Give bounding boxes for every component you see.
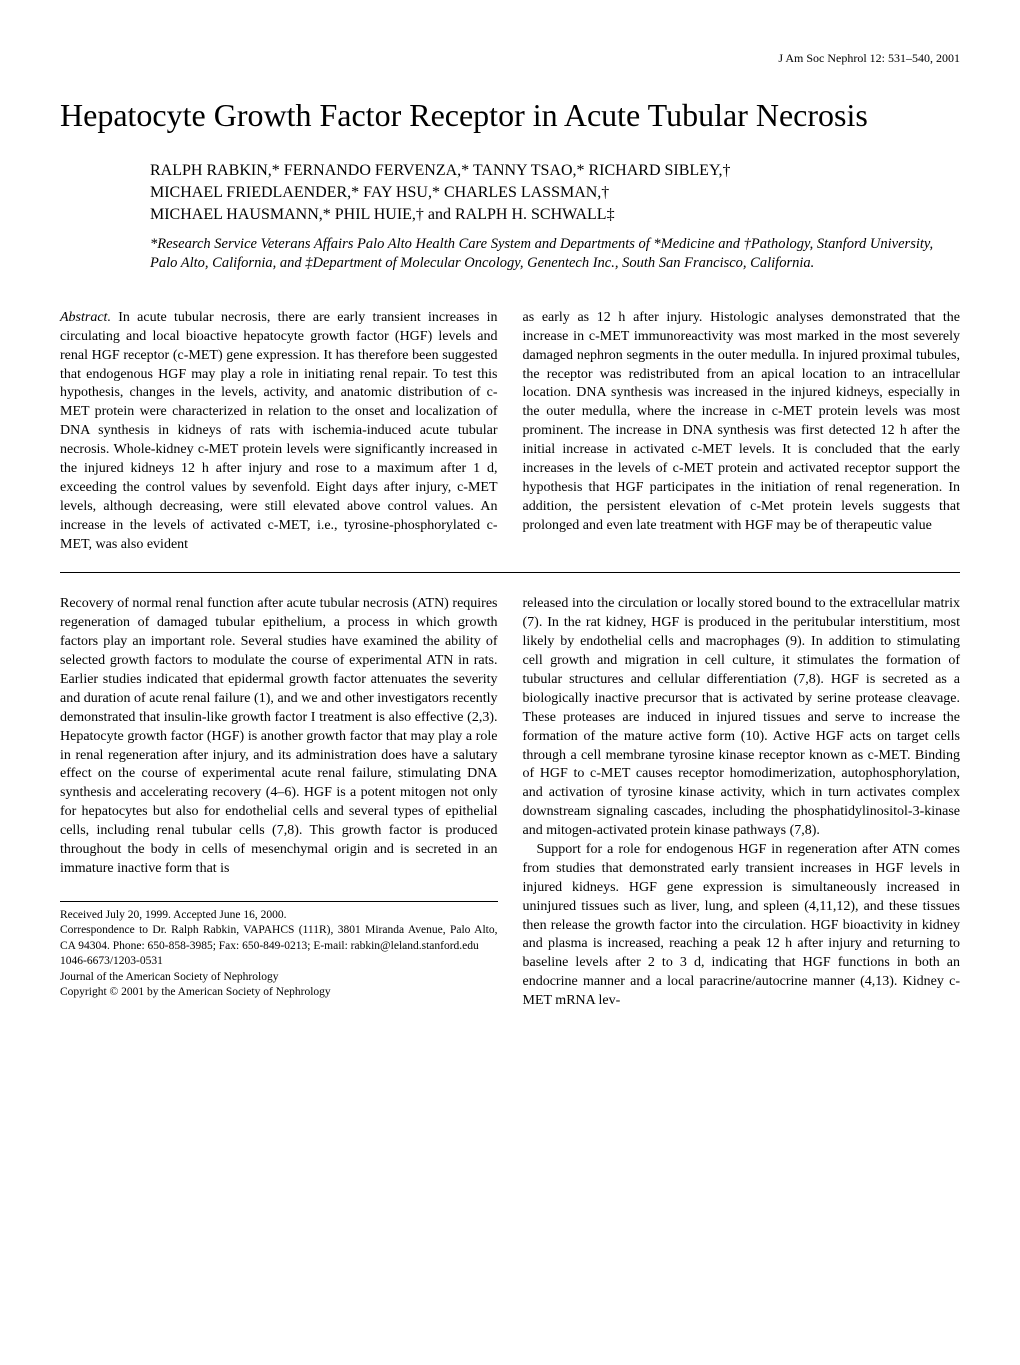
article-title: Hepatocyte Growth Factor Receptor in Acu… xyxy=(60,96,960,134)
body-left-paragraph: Recovery of normal renal function after … xyxy=(60,595,498,878)
affiliations: *Research Service Veterans Affairs Palo … xyxy=(150,235,960,274)
received-date: Received July 20, 1999. Accepted June 16… xyxy=(60,908,498,924)
authors-line-2: MICHAEL FRIEDLAENDER,* FAY HSU,* CHARLES… xyxy=(150,182,960,204)
body-right-paragraph-2: Support for a role for endogenous HGF in… xyxy=(523,841,961,1011)
abstract-section: Abstract. In acute tubular necrosis, the… xyxy=(60,309,960,574)
journal-citation: J Am Soc Nephrol 12: 531–540, 2001 xyxy=(60,50,960,66)
authors-block: RALPH RABKIN,* FERNANDO FERVENZA,* TANNY… xyxy=(150,160,960,227)
body-section: Recovery of normal renal function after … xyxy=(60,595,960,1011)
abstract-label: Abstract. xyxy=(60,310,111,325)
correspondence: Correspondence to Dr. Ralph Rabkin, VAPA… xyxy=(60,923,498,954)
issn: 1046-6673/1203-0531 xyxy=(60,954,498,970)
abstract-right-column: as early as 12 h after injury. Histologi… xyxy=(523,309,961,555)
abstract-left-text: In acute tubular necrosis, there are ear… xyxy=(60,310,498,552)
article-footer: Received July 20, 1999. Accepted June 16… xyxy=(60,901,498,1001)
body-left-column: Recovery of normal renal function after … xyxy=(60,595,498,1011)
journal-name: Journal of the American Society of Nephr… xyxy=(60,970,498,986)
body-right-column: released into the circulation or locally… xyxy=(523,595,961,1011)
body-right-paragraph-1: released into the circulation or locally… xyxy=(523,595,961,841)
copyright: Copyright © 2001 by the American Society… xyxy=(60,985,498,1001)
abstract-left-column: Abstract. In acute tubular necrosis, the… xyxy=(60,309,498,555)
authors-line-1: RALPH RABKIN,* FERNANDO FERVENZA,* TANNY… xyxy=(150,160,960,182)
authors-line-3: MICHAEL HAUSMANN,* PHIL HUIE,† and RALPH… xyxy=(150,204,960,226)
